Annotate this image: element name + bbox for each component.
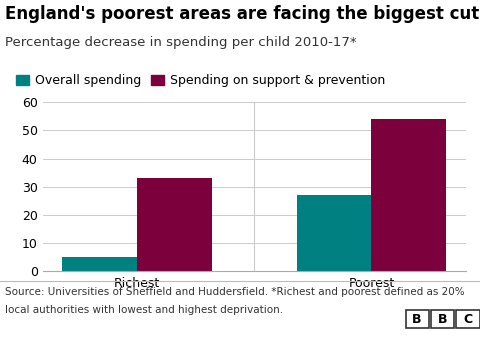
Text: C: C xyxy=(463,313,473,326)
Text: England's poorest areas are facing the biggest cuts: England's poorest areas are facing the b… xyxy=(5,5,480,23)
Bar xyxy=(137,178,212,271)
Bar xyxy=(62,257,137,271)
Text: Source: Universities of Sheffield and Huddersfield. *Richest and poorest defined: Source: Universities of Sheffield and Hu… xyxy=(5,287,465,297)
Text: local authorities with lowest and highest deprivation.: local authorities with lowest and highes… xyxy=(5,305,283,315)
Bar xyxy=(297,195,372,271)
Text: B: B xyxy=(412,313,422,326)
Text: B: B xyxy=(438,313,447,326)
Bar xyxy=(372,119,446,271)
Text: Percentage decrease in spending per child 2010-17*: Percentage decrease in spending per chil… xyxy=(5,36,357,49)
Legend: Overall spending, Spending on support & prevention: Overall spending, Spending on support & … xyxy=(11,69,390,92)
